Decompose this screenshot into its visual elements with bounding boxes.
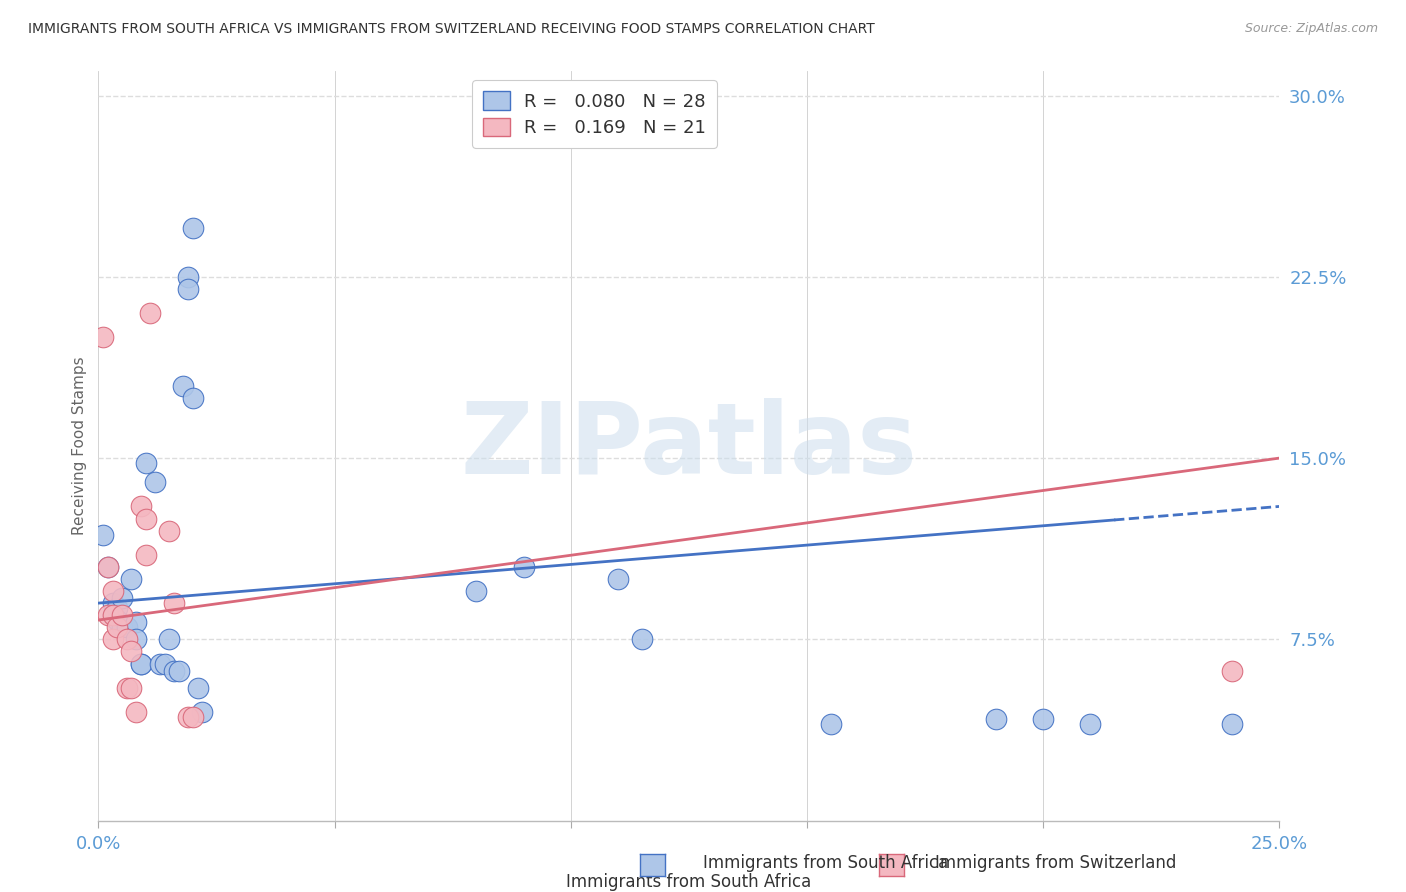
Point [91,330,114,344]
Point [101,596,124,610]
Point [630,632,652,647]
Point [115,632,138,647]
Point [181,391,204,405]
Point [101,608,124,623]
Point [125,615,148,630]
Point [157,524,180,538]
Point [135,511,157,525]
Text: Immigrants from Switzerland: Immigrants from Switzerland [935,855,1177,872]
Point [135,548,157,562]
Text: ZIPatlas: ZIPatlas [461,398,917,494]
Point [105,601,128,615]
Point [187,681,209,695]
Point [129,657,152,671]
Point [129,500,152,514]
Point [143,475,166,490]
Point [177,282,200,296]
Point [149,657,172,671]
Point [91,528,114,542]
Point [115,681,138,695]
Point [135,456,157,470]
Point [105,613,128,627]
Point [465,584,488,599]
Text: Immigrants from South Africa: Immigrants from South Africa [567,873,811,891]
Point [97,559,120,574]
Point [1220,664,1243,678]
Legend: R =   0.080   N = 28, R =   0.169   N = 21: R = 0.080 N = 28, R = 0.169 N = 21 [472,80,717,148]
Text: Source: ZipAtlas.com: Source: ZipAtlas.com [1244,22,1378,36]
Point [163,596,186,610]
Point [167,664,190,678]
Point [163,664,186,678]
Point [121,572,143,586]
Point [105,620,128,634]
Point [177,269,200,284]
Text: Immigrants from South Africa: Immigrants from South Africa [703,855,948,872]
Point [111,591,134,606]
Point [111,608,134,623]
Point [125,705,148,719]
Point [181,221,204,235]
Point [157,632,180,647]
Point [1032,712,1054,726]
Point [984,712,1007,726]
Point [115,620,138,634]
Point [121,681,143,695]
Point [125,632,148,647]
Point [97,559,120,574]
Point [139,306,162,320]
Point [1220,717,1243,731]
Y-axis label: Receiving Food Stamps: Receiving Food Stamps [72,357,87,535]
Point [101,632,124,647]
Point [153,657,176,671]
Point [512,559,534,574]
Point [111,620,134,634]
Point [172,378,194,392]
Point [121,644,143,658]
Point [101,584,124,599]
Text: IMMIGRANTS FROM SOUTH AFRICA VS IMMIGRANTS FROM SWITZERLAND RECEIVING FOOD STAMP: IMMIGRANTS FROM SOUTH AFRICA VS IMMIGRAN… [28,22,875,37]
Point [101,608,124,623]
Point [191,705,214,719]
Point [129,657,152,671]
Point [177,709,200,723]
Point [181,709,204,723]
Point [97,608,120,623]
Point [1080,717,1102,731]
Point [820,717,842,731]
Point [607,572,630,586]
